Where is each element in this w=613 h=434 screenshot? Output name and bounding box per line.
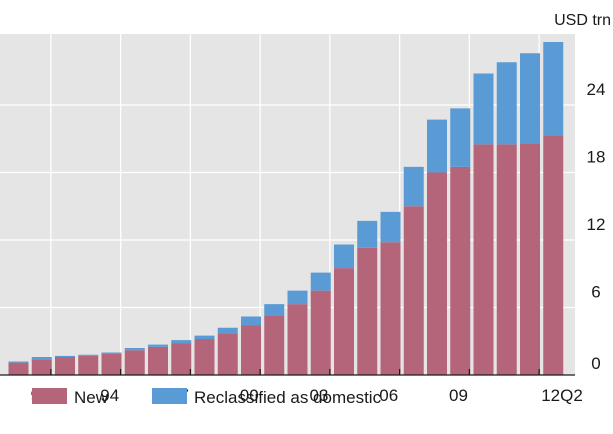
bar-reclassified-2003: [334, 244, 354, 269]
bar-new-2006: [403, 206, 424, 375]
bar-reclassified-2005: [380, 211, 401, 243]
bar-new-2007: [427, 172, 447, 375]
y-tick-label-6: 6: [591, 283, 600, 302]
bar-new-1995: [148, 346, 168, 375]
x-tick-label-09: 09: [449, 386, 468, 405]
x-tick-label-06: 06: [379, 386, 398, 405]
bar-reclassified-2002: [310, 272, 331, 291]
bar-reclassified-1991: [55, 355, 75, 357]
y-tick-label-0: 0: [591, 354, 600, 373]
bar-new-2004: [357, 247, 378, 375]
bar-new-2002: [310, 290, 331, 375]
bar-new-1990: [31, 359, 52, 375]
bar-new-2009: [473, 144, 494, 375]
bar-reclassified-2001: [287, 290, 308, 305]
x-tick-label-00: 00: [240, 386, 259, 405]
bar-reclassified-1989: [8, 361, 29, 363]
bar-reclassified-1996: [171, 340, 192, 344]
bar-new-2005: [380, 242, 401, 375]
legend-swatch-reclassified: [152, 388, 187, 404]
legend-label-new: New: [74, 388, 109, 407]
bar-new-1998: [217, 333, 238, 375]
y-axis-ticks: 0 6 12 18 24: [587, 80, 606, 373]
bar-new-2012Q2: [543, 135, 564, 375]
bar-reclassified-1990: [31, 357, 52, 360]
bar-new-2011: [520, 143, 540, 375]
bar-new-1993: [101, 353, 122, 375]
legend: New Reclassified as domestic: [32, 388, 382, 407]
bar-reclassified-2000: [264, 304, 285, 316]
bar-new-2008: [450, 166, 471, 375]
x-tick-label-12Q2: 12Q2: [541, 386, 583, 405]
bar-reclassified-1997: [194, 335, 215, 339]
y-tick-label-24: 24: [587, 80, 606, 99]
y-tick-label-12: 12: [587, 215, 606, 234]
bar-reclassified-1993: [101, 352, 122, 354]
bar-reclassified-2009: [473, 73, 494, 145]
bar-new-2001: [287, 304, 308, 375]
bar-reclassified-1995: [148, 344, 168, 347]
legend-swatch-new: [32, 388, 67, 404]
bar-reclassified-2010: [496, 62, 517, 145]
bar-reclassified-2006: [403, 166, 424, 207]
y-axis-unit-label: USD trn: [554, 12, 611, 29]
bar-reclassified-2011: [520, 53, 540, 144]
x-tick-label-03: 03: [310, 386, 329, 405]
x-tick-label-94: 94: [100, 386, 119, 405]
bar-new-1999: [241, 325, 261, 375]
bar-new-1994: [124, 350, 145, 375]
bar-reclassified-1992: [78, 354, 99, 356]
bar-new-2000: [264, 315, 285, 375]
legend-label-reclassified: Reclassified as domestic: [194, 388, 382, 407]
bar-new-2003: [334, 268, 354, 375]
bar-reclassified-2007: [427, 119, 447, 173]
y-tick-label-18: 18: [587, 148, 606, 167]
bar-reclassified-1998: [217, 327, 238, 334]
bar-new-1997: [194, 339, 215, 375]
bars-group: [0, 42, 575, 376]
bar-reclassified-2004: [357, 220, 378, 248]
bar-new-1992: [78, 355, 99, 375]
bar-reclassified-1994: [124, 348, 145, 351]
bar-reclassified-2012Q2: [543, 42, 564, 136]
bar-new-1996: [171, 343, 192, 375]
bar-reclassified-2008: [450, 108, 471, 167]
bar-new-2010: [496, 144, 517, 375]
bar-new-1991: [55, 357, 75, 375]
bar-reclassified-1999: [241, 316, 261, 326]
bar-new-1989: [8, 362, 29, 375]
